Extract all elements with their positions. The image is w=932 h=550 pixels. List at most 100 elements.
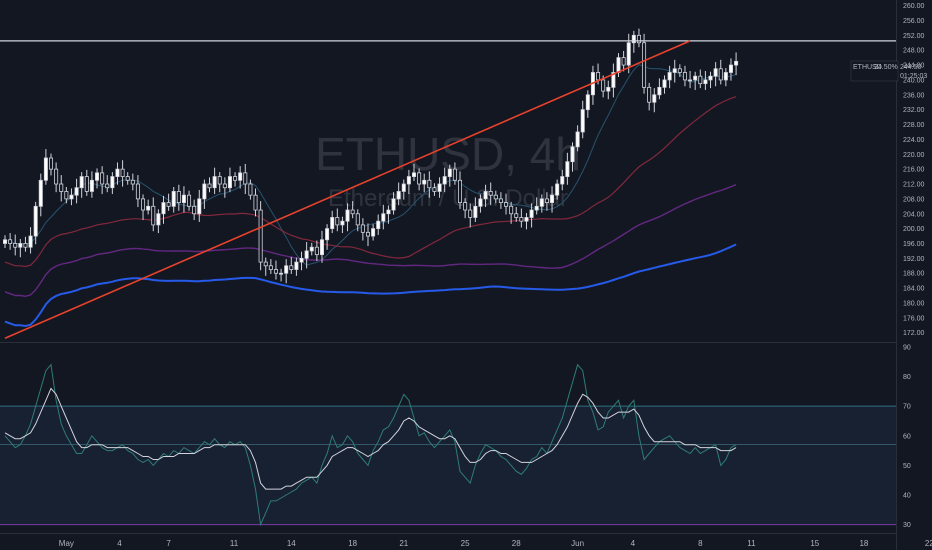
candle [360,218,365,241]
candle-down-body [49,157,54,170]
candle-up-body [156,213,161,226]
candle [606,80,611,100]
candle-up-body [411,172,416,177]
candle-up-body [422,179,427,185]
candle-down-body [273,269,278,274]
candle [565,152,570,185]
price-label-price: 244.50 [900,64,922,71]
candle [590,65,595,105]
candle-down-body [718,68,723,81]
candle [345,203,350,232]
candle [3,235,8,248]
candle-down-body [350,209,355,215]
candle [273,260,278,280]
candle [427,171,432,198]
price-tick-label: 208.00 [903,196,925,203]
candle-up-body [89,179,94,192]
candle-up-body [652,94,657,103]
time-tick-label: 11 [230,539,239,548]
candle [488,182,493,206]
candle-up-body [606,86,611,92]
candle-down-body [504,202,509,207]
symbol-watermark: ETHUSD, 4h Ethereum / U.S. Dollar [315,128,581,212]
time-tick-label: 22 [925,539,932,548]
candle-up-body [69,194,74,200]
oscillator-axis: 90 80 70 60 50 40 30 [903,344,911,529]
candle-up-body [28,235,33,248]
candle [227,167,232,193]
candle-down-body [59,183,64,192]
candle-up-body [437,183,442,192]
candle [13,234,18,256]
candle-up-body [550,194,555,203]
time-tick-label: 8 [698,539,703,548]
candle-up-body [197,198,202,215]
candle-down-body [432,187,437,192]
candle [371,224,376,241]
candle-up-body [713,68,718,77]
candle-up-body [391,198,396,211]
time-axis[interactable]: 27May47111418212528Jun4811151822 [0,539,932,548]
candle-up-body [401,183,406,192]
candle [309,242,314,256]
candle [411,163,416,182]
candle-down-body [233,176,238,181]
trendline[interactable] [4,40,691,340]
candle [708,71,713,89]
candle-down-body [488,191,493,196]
candle-down-body [151,205,156,226]
price-tick-label: 224.00 [903,137,925,144]
price-axis[interactable]: 260.00 256.00 252.00 248.00 244.00 240.00 236.… [903,3,925,337]
candle [657,78,662,100]
candle-up-body [238,172,243,181]
price-tick-label: 180.00 [903,300,925,307]
price-tick-label: 244.00 [903,63,925,70]
candle-down-body [64,191,69,200]
candle-up-body [345,209,350,222]
candle-down-body [258,209,263,263]
candle-down-body [217,176,222,185]
candle-down-body [647,86,652,103]
candle-up-body [95,172,100,181]
candle-down-body [452,168,457,181]
candle-up-body [565,161,570,177]
candle-down-body [207,183,212,189]
candle-down-body [596,72,601,81]
candle [498,192,503,209]
candle [514,207,519,222]
candle [135,175,140,208]
candle-down-body [243,172,248,185]
price-tick-label: 228.00 [903,122,925,129]
candle [130,173,135,191]
candle-down-body [677,68,682,73]
time-tick-label: Jun [571,539,584,548]
candle-down-body [253,194,258,211]
price-tick-label: 232.00 [903,107,925,114]
candle [243,163,248,195]
candle-up-body [284,265,289,274]
candle [69,188,74,206]
candle-up-body [560,176,565,185]
candle-down-body [125,176,130,181]
price-tick-label: 192.00 [903,256,925,263]
candle [166,193,171,211]
candle-up-body [534,205,539,211]
candle [192,199,197,221]
price-tick-label: 172.00 [903,330,925,337]
candle [631,30,636,53]
candle [463,198,468,219]
oscillator-tick-label: 40 [903,492,911,499]
candle [299,251,304,271]
candle-down-body [8,239,13,244]
price-tick-label: 200.00 [903,226,925,233]
candle-up-body [723,72,728,81]
candle [381,204,386,230]
price-tick-label: 216.00 [903,167,925,174]
candle-down-body [498,198,503,203]
candle [432,183,437,196]
candle-down-body [222,183,227,189]
candle [120,160,125,187]
candle-up-body [539,198,544,207]
candle [580,100,585,139]
